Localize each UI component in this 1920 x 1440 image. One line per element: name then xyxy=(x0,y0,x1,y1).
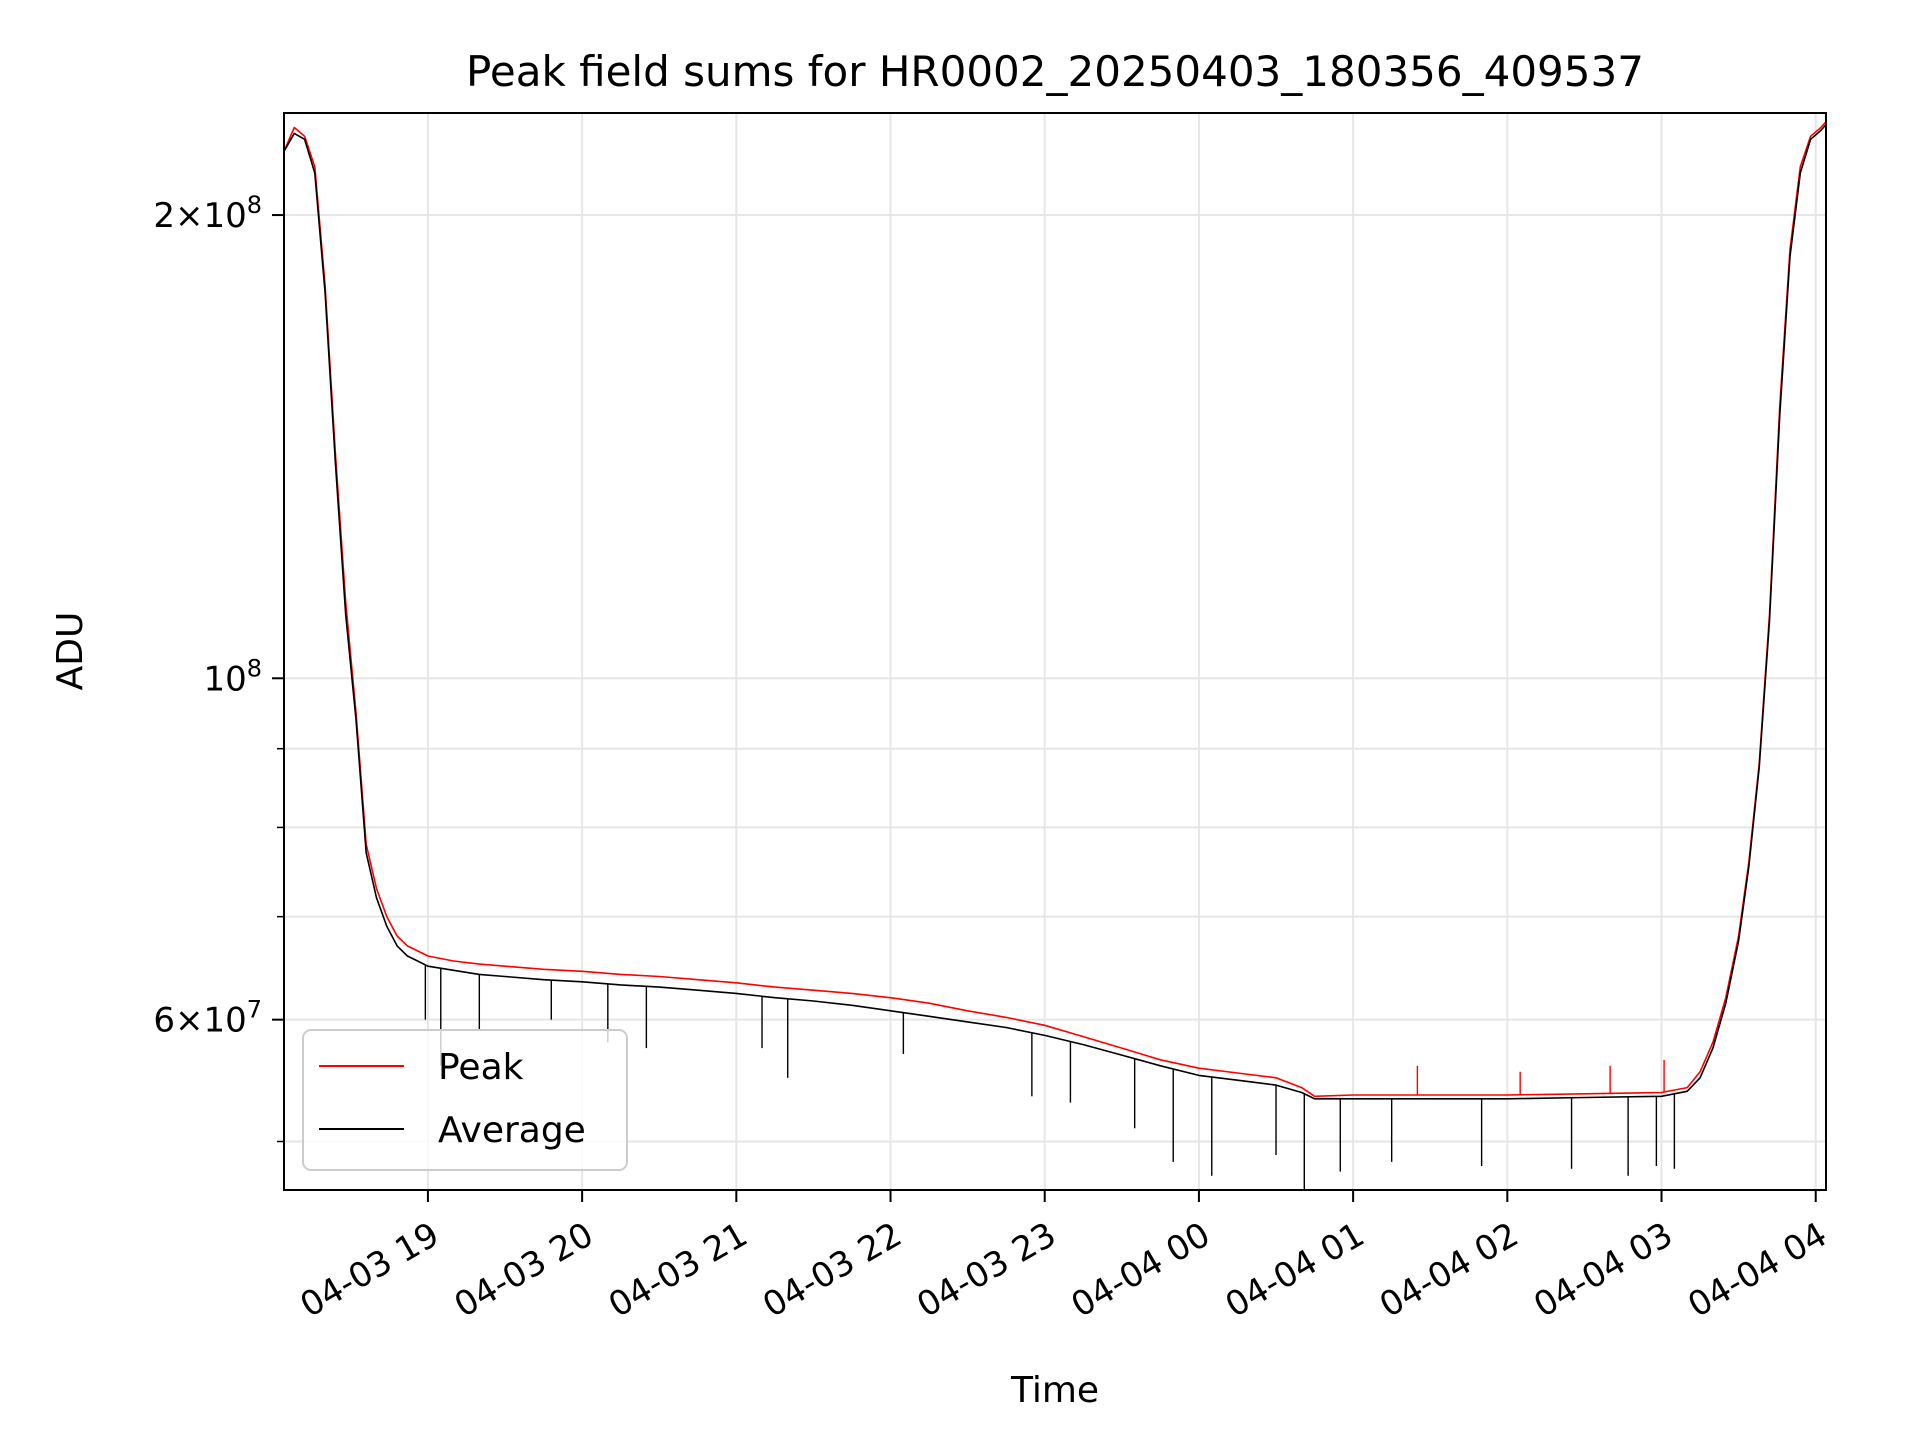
y-axis-label: ADU xyxy=(50,612,91,691)
axes-frame xyxy=(283,112,1827,1191)
x-axis-label: Time xyxy=(1010,1370,1099,1411)
y-tick-label: 6×107 xyxy=(153,996,262,1041)
y-tick-exponent: 8 xyxy=(247,654,262,682)
legend: Peak Average xyxy=(302,1029,628,1171)
legend-peak-label: Peak xyxy=(438,1047,524,1088)
series-line-average xyxy=(283,124,1827,1100)
grid xyxy=(284,113,1826,1190)
plot-series xyxy=(283,121,1827,1190)
legend-average-label: Average xyxy=(438,1110,586,1151)
y-tick-exponent: 8 xyxy=(247,191,262,219)
y-tick-label: 2×108 xyxy=(153,191,262,236)
series-line-peak xyxy=(283,121,1827,1098)
chart-title: Peak field sums for HR0002_20250403_1803… xyxy=(466,47,1644,96)
y-tick-exponent: 7 xyxy=(247,996,262,1024)
